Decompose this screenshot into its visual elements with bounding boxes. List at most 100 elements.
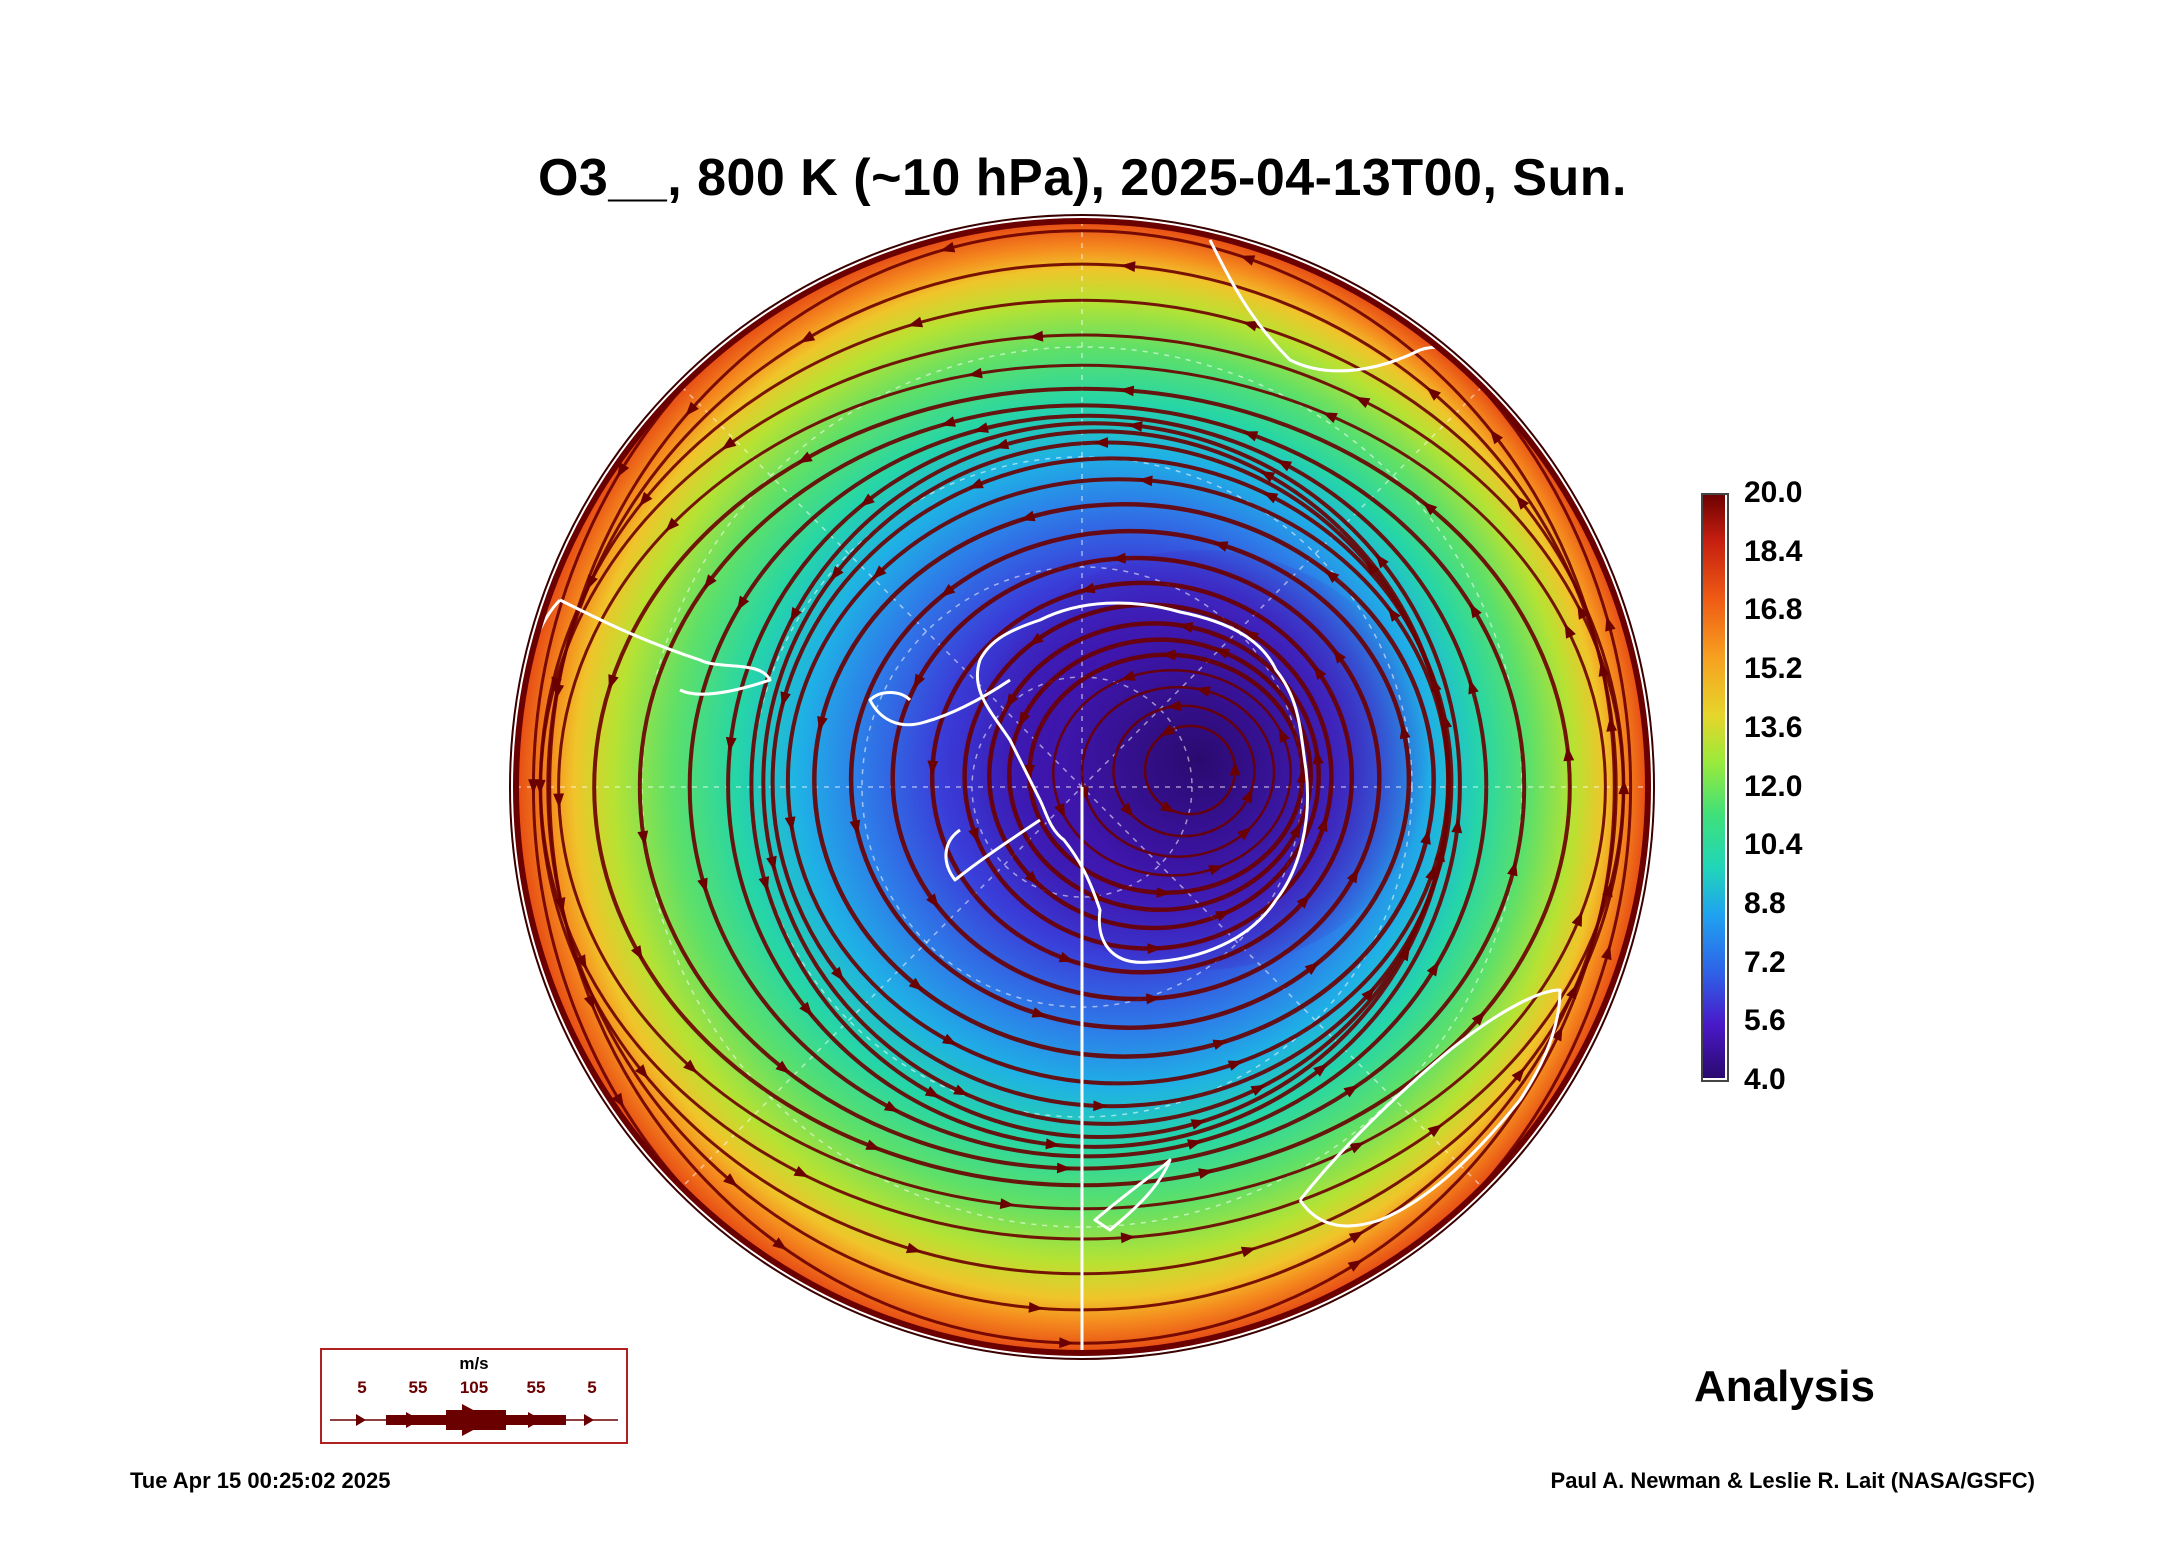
streamline-arrowhead: [1237, 826, 1252, 841]
ozone-field: [516, 206, 1648, 1371]
streamline-arrowhead: [848, 248, 864, 260]
streamline-arrowhead: [780, 691, 791, 707]
antarctic-peninsula: [868, 678, 1041, 882]
streamline-arrowhead: [1563, 746, 1575, 762]
australia-coastline: [1298, 988, 1562, 1228]
streamline-arrowhead: [1618, 779, 1630, 795]
streamline-arrowhead: [1241, 788, 1253, 804]
streamline-arrowhead: [797, 451, 813, 464]
streamline-arrowhead: [1156, 887, 1171, 898]
streamline-arrowhead: [1259, 470, 1276, 483]
streamline: [1080, 685, 1276, 858]
streamline-arrowhead: [1515, 495, 1530, 510]
streamline-arrowhead: [1420, 829, 1431, 845]
streamline-arrowhead: [1355, 396, 1371, 408]
streamline: [1112, 704, 1256, 838]
streamline-arrowhead: [639, 491, 653, 507]
new-zealand-coastline: [1093, 1158, 1172, 1232]
streamline-arrowhead: [1489, 429, 1503, 445]
wind-legend-tick: 105: [459, 1378, 489, 1397]
colorbar-tick-label: 5.6: [1744, 1004, 1786, 1038]
streamline-arrowhead: [1242, 320, 1258, 332]
streamline-arrowhead: [1120, 802, 1134, 818]
streamline-arrowhead: [775, 1060, 791, 1074]
streamline-arrowhead: [1054, 802, 1066, 819]
streamline-arrowhead: [1045, 1138, 1061, 1150]
streamline-arrowhead: [685, 401, 699, 417]
streamline-arrowhead: [1263, 492, 1279, 504]
streamline-arrowhead: [908, 977, 924, 991]
streamline-arrowhead: [790, 607, 802, 623]
streamline-arrowhead: [849, 819, 861, 835]
streamline-arrowhead: [968, 827, 979, 843]
streamline-arrowhead: [968, 478, 984, 489]
streamline-arrowhead: [883, 1100, 900, 1113]
streamline-arrowhead: [1229, 761, 1241, 776]
streamline-arrowhead: [1289, 822, 1302, 839]
streamline-arrowhead: [637, 830, 649, 846]
streamline-arrowhead: [1056, 1162, 1072, 1174]
streamline-arrowhead: [1153, 206, 1168, 217]
wind-legend-tick: 55: [526, 1378, 546, 1397]
streamline-arrowhead: [1137, 475, 1153, 487]
streamline-arrowhead: [924, 1086, 941, 1098]
streamline-arrowhead: [1024, 764, 1036, 780]
streamline: [687, 413, 1489, 1159]
streamline-arrowhead: [1349, 1142, 1365, 1154]
streamline-arrowhead: [1006, 693, 1019, 709]
streamline-arrowhead: [926, 893, 939, 909]
streamline-arrowhead: [1161, 649, 1176, 661]
page-title: O3__, 800 K (~10 hPa), 2025-04-13T00, Su…: [537, 149, 1627, 207]
streamline-arrowhead: [1244, 630, 1260, 643]
streamline-arrowhead: [1375, 553, 1389, 569]
streamline-arrowhead: [1159, 724, 1175, 737]
streamline-arrowhead: [1313, 665, 1327, 680]
streamline-arrowhead: [1020, 510, 1036, 522]
streamline-arrowhead: [1551, 1026, 1563, 1042]
streamline: [1052, 668, 1292, 877]
streamline-arrowhead: [1018, 711, 1031, 727]
streamline-arrowhead: [758, 876, 769, 892]
credit-line: Paul A. Newman & Leslie R. Lait (NASA/GS…: [1550, 1468, 2035, 1493]
streamline-arrowhead: [1347, 1259, 1363, 1272]
streamline-arrowhead: [1120, 670, 1136, 681]
streamline-arrowhead: [831, 966, 845, 982]
colorbar-tick-label: 18.4: [1744, 534, 1803, 568]
streamline: [770, 456, 1454, 1109]
streamline-arrowhead: [1571, 911, 1583, 927]
streamline-arrowhead: [1093, 1100, 1108, 1112]
wind-legend-tick: 5: [357, 1378, 367, 1397]
colorbar-gradient: [1701, 493, 1725, 1078]
colorbar-tick-label: 20.0: [1744, 476, 1803, 509]
streamline-arrowhead: [1564, 623, 1576, 639]
wind-legend-tick: 5: [587, 1378, 597, 1397]
streamline-arrowhead: [830, 565, 844, 581]
streamline-arrowhead: [1451, 818, 1463, 834]
streamline-arrowhead: [793, 1166, 809, 1178]
streamline-arrowhead: [1304, 961, 1320, 975]
streamline: [749, 429, 1451, 1139]
streamline-arrowhead: [611, 1092, 624, 1108]
streamline-arrowhead: [1208, 865, 1224, 876]
streamline-arrowhead: [1031, 1007, 1047, 1018]
wind-legend-unit: m/s: [459, 1354, 489, 1373]
streamline-arrowhead: [683, 1059, 698, 1074]
streamline-arrowhead: [1198, 1168, 1214, 1179]
streamline-arrowhead: [1152, 1360, 1167, 1371]
streamline-arrowhead: [1147, 943, 1162, 954]
streamline-arrowhead: [1080, 582, 1096, 594]
streamline-arrowhead: [534, 779, 546, 795]
map-outer-ring: [513, 218, 1651, 1356]
streamline: [1007, 637, 1313, 913]
streamline-arrowhead: [721, 436, 737, 450]
streamline-arrowhead: [1427, 1124, 1443, 1138]
streamline-arrowhead: [1276, 459, 1293, 472]
streamline-arrowhead: [766, 855, 777, 872]
streamline-arrowhead: [1058, 951, 1075, 963]
streamline-arrowhead: [1426, 387, 1441, 401]
streamline-arrowhead: [784, 816, 796, 832]
streamline-arrowhead: [1160, 800, 1176, 813]
streamline-arrowhead: [1190, 1119, 1206, 1130]
antarctica-coastline: [975, 601, 1310, 964]
